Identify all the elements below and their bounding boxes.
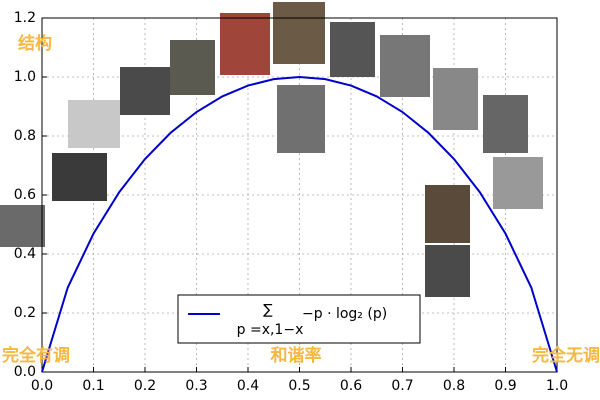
photo [493, 157, 543, 209]
photo [380, 35, 430, 97]
photos [0, 2, 543, 297]
legend-label: −p · log₂ (p) [302, 306, 387, 322]
x-tick-label: 0.9 [494, 378, 516, 394]
x-tick-label: 1.0 [546, 378, 568, 394]
legend-box [177, 294, 421, 344]
photo [220, 13, 270, 75]
x-tick-label: 0.0 [31, 378, 53, 394]
line [41, 75, 558, 373]
photo [273, 2, 325, 64]
x-tick-label: 0.8 [443, 378, 465, 394]
photo [425, 245, 470, 297]
x-tick-label: 0.5 [288, 378, 310, 394]
y-tick-label: 0.4 [14, 246, 36, 262]
y-tick-label: 0.0 [14, 364, 36, 380]
photo [330, 22, 375, 77]
legend-sum: ∑ [263, 302, 273, 318]
photo [120, 67, 170, 115]
photo [0, 205, 45, 247]
y-tick-label: 0.2 [14, 305, 36, 321]
x-tick-label: 0.6 [340, 378, 362, 394]
photo [52, 153, 107, 201]
y-tick-label: 1.0 [14, 69, 36, 85]
annotation: 结构 [18, 33, 52, 54]
photo [277, 85, 325, 153]
y-tick-label: 1.2 [14, 10, 36, 26]
x-tick-label: 0.1 [82, 378, 104, 394]
y-tick-label: 0.6 [14, 187, 36, 203]
x-tick-label: 0.7 [391, 378, 413, 394]
annotation: 完全无调 [532, 345, 600, 366]
y-tick-label: 0.8 [14, 128, 36, 144]
x-tick-label: 0.2 [134, 378, 156, 394]
photo [433, 68, 478, 130]
photo [483, 95, 528, 153]
legend-subscript: p =x,1−x [237, 322, 304, 338]
photo [425, 185, 470, 243]
photo [68, 100, 120, 148]
x-tick-label: 0.4 [237, 378, 259, 394]
annotation: 完全有调 [2, 345, 70, 366]
x-tick-label: 0.3 [185, 378, 207, 394]
photo [170, 40, 215, 95]
annotation: 和谐率 [271, 345, 322, 366]
